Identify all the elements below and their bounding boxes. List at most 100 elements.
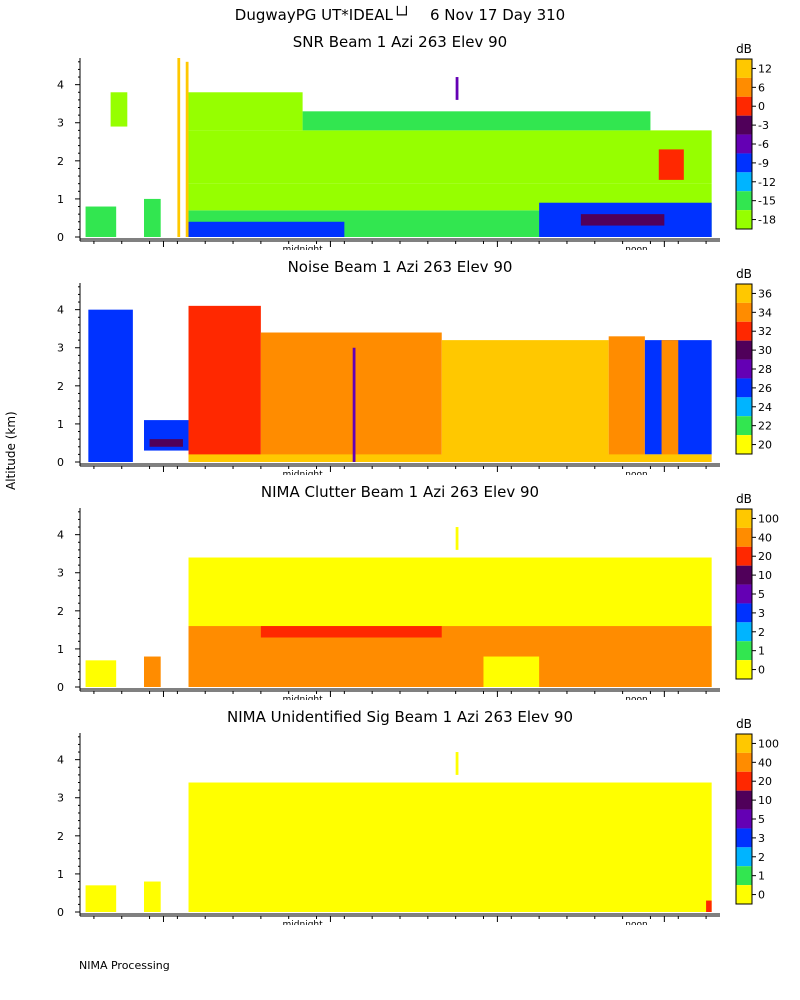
colorbar-label: 26 (758, 382, 772, 395)
x-tick-label: noon (625, 470, 647, 475)
heatmap-cell (658, 149, 684, 180)
heatmap-cell (188, 305, 261, 462)
colorbar-swatch (736, 584, 752, 604)
y-tick-label: 0 (57, 681, 64, 694)
colorbar-swatch (736, 847, 752, 867)
x-tick-label: noon (625, 695, 647, 700)
heatmap-cell (144, 656, 161, 687)
heatmap-cell (455, 77, 459, 100)
colorbar-swatch (736, 302, 752, 322)
unidentified-sig-panel: NIMA Unidentified Sig Beam 1 Azi 263 Ele… (57, 708, 779, 925)
colorbar-label: 2 (758, 851, 765, 864)
panel-title: NIMA Unidentified Sig Beam 1 Azi 263 Ele… (227, 708, 573, 726)
heatmap-cell (85, 206, 117, 237)
heatmap-cell (352, 347, 356, 462)
y-tick-label: 3 (57, 342, 64, 355)
heatmap-cell (110, 92, 128, 127)
colorbar-label: 40 (758, 531, 772, 544)
panel-title: SNR Beam 1 Azi 263 Elev 90 (293, 33, 507, 51)
heatmap-cell (260, 626, 442, 638)
colorbar-swatch (736, 397, 752, 417)
colorbar-swatch (736, 809, 752, 829)
heatmap-cell (177, 58, 181, 237)
y-tick-label: 1 (57, 418, 64, 431)
colorbar-label: 30 (758, 344, 772, 357)
colorbar-swatch (736, 378, 752, 398)
y-tick-label: 0 (57, 231, 64, 244)
heatmap-cells (85, 58, 712, 238)
colorbar-label: 5 (758, 813, 765, 826)
colorbar-label: 6 (758, 81, 765, 94)
colorbar-swatch (736, 565, 752, 585)
colorbar-label: 36 (758, 287, 772, 300)
colorbar-units: dB (736, 717, 752, 731)
colorbar-swatch (736, 771, 752, 791)
colorbar-label: 1 (758, 645, 765, 658)
panel-title: NIMA Clutter Beam 1 Azi 263 Elev 90 (261, 483, 539, 501)
colorbar-label: 20 (758, 550, 772, 563)
y-tick-label: 4 (57, 304, 64, 317)
colorbar-label: -9 (758, 157, 769, 170)
heatmap-cell (149, 439, 183, 447)
colorbar-swatch (736, 752, 752, 772)
colorbar-swatch (736, 546, 752, 566)
colorbar-swatch (736, 603, 752, 623)
colorbar-swatch (736, 509, 752, 528)
heatmap-cell (144, 198, 161, 237)
heatmap-cell (706, 900, 712, 912)
footer-note: NIMA Processing (79, 959, 170, 972)
y-tick-label: 2 (57, 830, 64, 843)
colorbar-label: -12 (758, 176, 776, 189)
heatmap-cell (85, 885, 117, 912)
heatmap-cell (185, 61, 189, 238)
heatmap-cell (188, 782, 712, 912)
colorbar-label: 10 (758, 794, 772, 807)
heatmap-cell (580, 214, 665, 226)
colorbar-swatch (736, 172, 752, 192)
colorbar-swatch (736, 59, 752, 78)
heatmap-cells (85, 752, 712, 912)
noise-panel: Noise Beam 1 Azi 263 Elev 9001234midnigh… (57, 258, 772, 475)
colorbar-swatch (736, 115, 752, 135)
colorbar-label: 20 (758, 439, 772, 452)
colorbar-label: 1 (758, 870, 765, 883)
y-tick-label: 4 (57, 754, 64, 767)
colorbar-swatch (736, 96, 752, 116)
colorbar-swatch (736, 416, 752, 436)
y-tick-label: 2 (57, 605, 64, 618)
colorbar-swatch (736, 527, 752, 547)
heatmap-cell (85, 660, 117, 687)
colorbar-label: 3 (758, 832, 765, 845)
colorbar-label: 100 (758, 737, 779, 750)
colorbar-label: 22 (758, 420, 772, 433)
colorbar-swatch (736, 134, 752, 154)
colorbar-swatch (736, 828, 752, 848)
colorbar-label: 0 (758, 100, 765, 113)
colorbar-units: dB (736, 267, 752, 281)
colorbar-swatch (736, 866, 752, 886)
heatmap-cell (302, 111, 651, 131)
colorbar-swatch (736, 321, 752, 341)
colorbar-label: 0 (758, 664, 765, 677)
page-title: DugwayPG UT*IDEAL└┘ 6 Nov 17 Day 310 (234, 6, 566, 24)
colorbar-units: dB (736, 492, 752, 506)
colorbar-label: 28 (758, 363, 772, 376)
colorbar-swatch (736, 153, 752, 173)
x-tick-label: midnight (283, 920, 324, 925)
heatmap-cell (188, 92, 303, 131)
y-tick-label: 2 (57, 155, 64, 168)
colorbar-label: -3 (758, 119, 769, 132)
colorbar-swatch (736, 435, 752, 454)
colorbar-label: 100 (758, 512, 779, 525)
heatmap-cells (85, 527, 712, 687)
colorbar-swatch (736, 359, 752, 379)
colorbar-swatch (736, 660, 752, 679)
y-tick-label: 0 (57, 906, 64, 919)
colorbar-swatch (736, 210, 752, 229)
colorbar-swatch (736, 284, 752, 303)
heatmap-cell (188, 130, 712, 184)
heatmap-cell (455, 527, 459, 550)
heatmap-cell (608, 336, 645, 462)
colorbar-label: 40 (758, 756, 772, 769)
